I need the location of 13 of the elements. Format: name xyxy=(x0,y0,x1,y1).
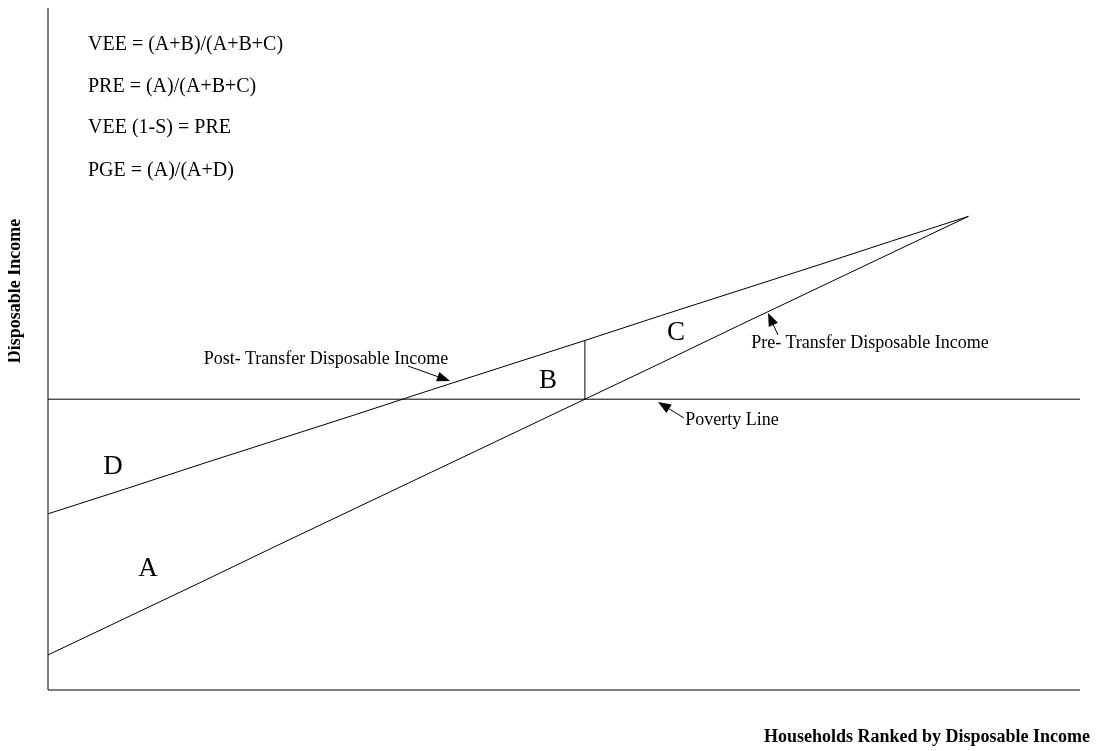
series-label: Post- Transfer Disposable Income xyxy=(203,348,449,369)
annotation: D xyxy=(103,450,123,481)
annotation: C xyxy=(666,316,686,347)
series-label: Pre- Transfer Disposable Income xyxy=(751,332,989,353)
text: PGE = (A)/(A+D) xyxy=(88,157,234,181)
x-axis-title: Households Ranked by Disposable Income xyxy=(763,726,1091,747)
text: PRE = (A)/(A+B+C) xyxy=(88,73,257,97)
legend-label: Poverty Line xyxy=(685,409,779,430)
text: VEE (1-S) = PRE xyxy=(88,114,231,138)
annotation: B xyxy=(538,364,558,395)
annotation: A xyxy=(138,552,159,583)
y-axis-title: Disposable Income xyxy=(4,218,25,364)
text: VEE = (A+B)/(A+B+C) xyxy=(88,31,284,55)
